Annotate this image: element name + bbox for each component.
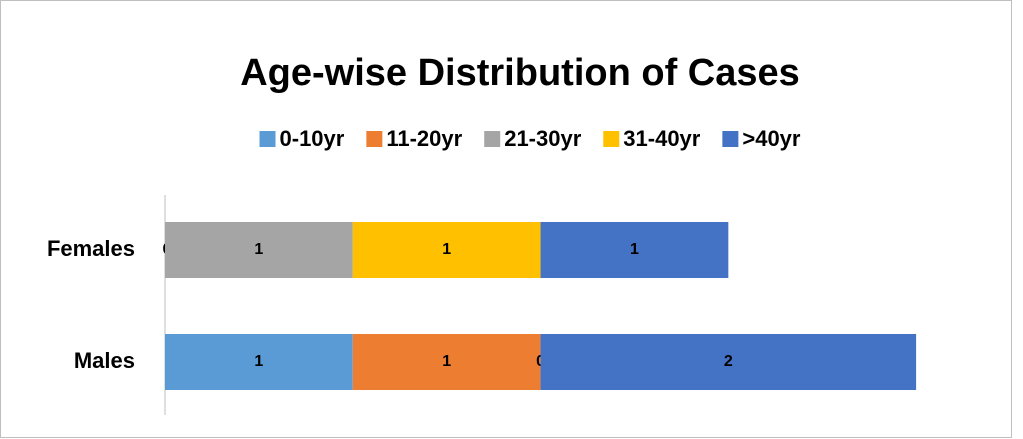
legend-swatch — [366, 131, 383, 147]
bar-segment — [165, 334, 353, 390]
data-label: 1 — [630, 241, 639, 258]
data-label: 1 — [254, 241, 263, 258]
legend-label: 11-20yr — [386, 126, 462, 151]
legend-label: 21-30yr — [504, 126, 582, 151]
legend-label: 0-10yr — [280, 126, 345, 151]
bar-segment — [352, 222, 541, 278]
category-label: Females — [47, 236, 135, 261]
legend: 0-10yr 11-20yr 21-30yr 31-40yr >40yr — [259, 126, 801, 151]
bar-segment — [540, 222, 729, 278]
legend-label: >40yr — [742, 126, 801, 151]
category-label: Males — [74, 348, 135, 373]
data-label: 2 — [724, 353, 733, 370]
data-label: 1 — [254, 353, 263, 370]
chart-title: Age-wise Distribution of Cases — [240, 52, 800, 94]
bar-segment — [352, 334, 541, 390]
legend-label: 31-40yr — [623, 126, 701, 151]
bar-segment — [165, 222, 353, 278]
data-label: 1 — [442, 241, 451, 258]
bar-segment — [540, 334, 917, 390]
legend-swatch — [259, 131, 276, 147]
legend-swatch — [603, 131, 620, 147]
legend-swatch — [722, 131, 739, 147]
data-label: 1 — [442, 353, 451, 370]
legend-swatch — [484, 131, 501, 147]
